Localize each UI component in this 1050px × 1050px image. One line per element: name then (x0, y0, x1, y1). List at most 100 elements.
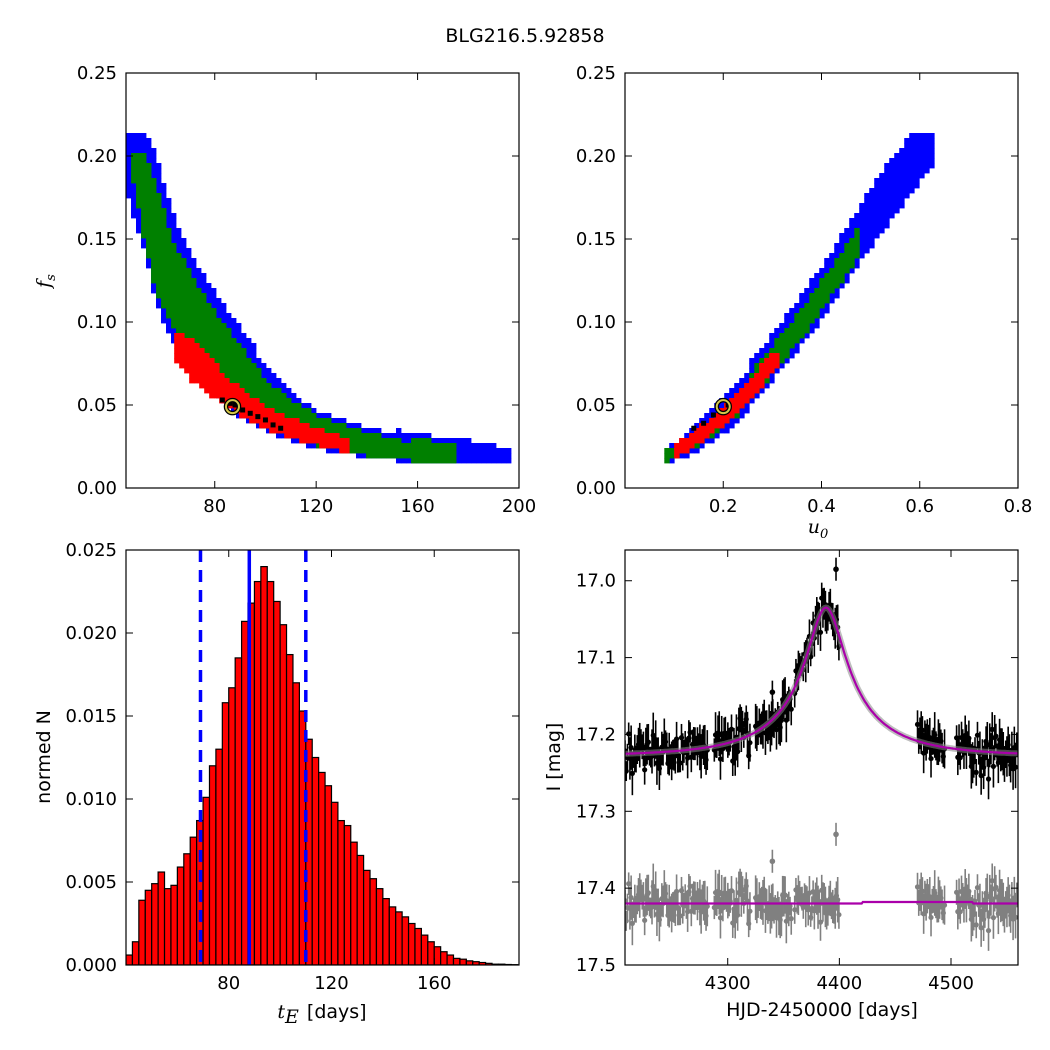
heat-cell (739, 378, 745, 384)
heat-cell (206, 313, 212, 319)
heat-cell (724, 393, 730, 399)
heat-cell (421, 458, 427, 464)
heat-cell (246, 353, 252, 359)
panel-u0-vs-fs: 0.2 0.4 0.6 0.80.000.050.100.150.200.25 u0 (576, 63, 1032, 542)
heat-cell (221, 308, 227, 314)
histogram-bar (266, 580, 275, 965)
heat-cell (819, 268, 825, 274)
heat-cell (834, 258, 840, 264)
data-point (927, 735, 933, 741)
heat-cell (809, 313, 815, 319)
heat-cell (471, 448, 477, 454)
heat-cell (436, 438, 442, 444)
heat-cell (341, 433, 347, 439)
heat-cell (146, 213, 152, 219)
heat-cell (899, 183, 905, 189)
heat-cell (834, 288, 840, 294)
histogram-bar (292, 682, 300, 965)
heat-cell (864, 218, 870, 224)
heat-cell (131, 178, 137, 184)
heat-cell (146, 138, 152, 144)
heat-cell (296, 413, 302, 419)
heat-cell (739, 383, 745, 389)
heat-cell (286, 393, 292, 399)
heat-cell (156, 213, 162, 219)
heat-cell (234, 383, 240, 389)
heat-cell (279, 423, 285, 429)
heat-cell (754, 388, 760, 394)
heat-cell (256, 373, 262, 379)
heat-cell (899, 203, 905, 209)
heat-cell (236, 378, 242, 384)
heat-cell (146, 238, 152, 244)
histogram-bar (221, 702, 230, 965)
heat-cell (799, 298, 805, 304)
heat-cell (211, 323, 217, 329)
heat-cell (191, 303, 197, 309)
heat-cell (849, 243, 855, 249)
heat-cell (729, 398, 735, 404)
heat-cell (829, 273, 835, 279)
heat-cell (914, 148, 920, 154)
histogram-bar (407, 922, 416, 965)
heat-cell (894, 178, 900, 184)
heat-cell (814, 273, 820, 279)
heat-cell (789, 343, 795, 349)
heat-cell (196, 283, 202, 289)
heat-cell (231, 353, 237, 359)
heat-cell (381, 438, 387, 444)
heat-cell (136, 198, 142, 204)
heat-cell (261, 378, 267, 384)
heat-cell (201, 323, 207, 329)
heat-cell (774, 338, 780, 344)
heat-cell (441, 438, 447, 444)
heat-cell (256, 363, 262, 369)
y-tick-label: 0.10 (77, 312, 117, 333)
heat-cell (819, 278, 825, 284)
heat-cell (779, 353, 785, 359)
heat-cell (156, 173, 162, 179)
heat-cell (924, 133, 930, 139)
heat-cell (366, 428, 372, 434)
heat-cell (196, 293, 202, 299)
heat-cell (176, 303, 182, 309)
heat-cell (171, 283, 177, 289)
heat-cell (214, 363, 220, 369)
heat-cell (371, 433, 377, 439)
heat-cell (929, 163, 935, 169)
heat-cell (476, 443, 482, 449)
heat-cell (196, 268, 202, 274)
heat-cell (271, 403, 277, 409)
heat-cell (151, 273, 157, 279)
heat-cell (754, 353, 760, 359)
heat-cell (361, 438, 367, 444)
histogram-bar (343, 824, 352, 965)
heat-cell (386, 448, 392, 454)
heat-cell (889, 158, 895, 164)
y-tick-label: 0.000 (65, 955, 117, 976)
heat-cell (759, 348, 765, 354)
heat-cell (356, 443, 362, 449)
heat-cell (141, 173, 147, 179)
heat-cell (201, 308, 207, 314)
heat-cell (201, 338, 207, 344)
heat-cell (451, 448, 457, 454)
heat-cell (306, 408, 312, 414)
heat-cell (924, 138, 930, 144)
heat-cell (779, 348, 785, 354)
heat-cell (749, 363, 755, 369)
heat-cell (319, 443, 325, 449)
y-tick-label: 0.20 (77, 146, 117, 167)
heat-cell (274, 418, 280, 424)
heat-cell (146, 153, 152, 159)
heat-cell (181, 313, 187, 319)
heat-cell (344, 448, 350, 454)
heat-cell (754, 383, 760, 389)
heat-cell (734, 383, 740, 389)
heat-cell (219, 378, 225, 384)
heat-cell (446, 438, 452, 444)
heat-cell (879, 198, 885, 204)
heat-cell (799, 293, 805, 299)
heat-cell (859, 253, 865, 259)
heat-cell (156, 248, 162, 254)
